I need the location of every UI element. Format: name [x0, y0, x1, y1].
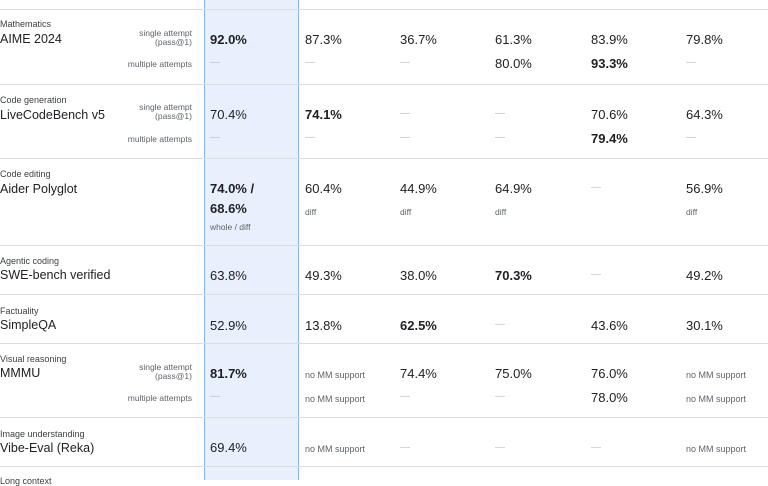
- benchmark-name: MMMU: [0, 366, 41, 380]
- table-row-agentic-coding: Agentic coding SWE-bench verified 63.8% …: [0, 245, 768, 294]
- cell-value: 74.0% /: [210, 181, 255, 196]
- cell-no-mm-support: no MM support: [305, 444, 366, 454]
- cell-dash: —: [495, 108, 505, 119]
- cell-value: 80.0%: [495, 56, 532, 71]
- row-label-multiple-attempts: multiple attempts: [127, 59, 192, 69]
- category-label: Factuality: [0, 306, 39, 316]
- cell-dash: —: [305, 132, 315, 143]
- cell-dash: —: [686, 132, 696, 143]
- cell-value: 70.6%: [591, 107, 628, 122]
- benchmark-name: Vibe-Eval (Reka): [0, 441, 95, 455]
- cell-value: 43.6%: [591, 318, 628, 333]
- cell-value: 79.4%: [591, 131, 628, 146]
- cell-no-mm-support: no MM support: [686, 370, 747, 380]
- cell-no-mm-support: no MM support: [686, 394, 747, 404]
- cell-value: 93.3%: [591, 56, 628, 71]
- cell-value: 30.1%: [686, 318, 723, 333]
- cell-value: 92.0%: [210, 32, 247, 47]
- cell-note: diff: [305, 207, 317, 217]
- cell-dash: —: [400, 57, 410, 68]
- benchmark-name: SWE-bench verified: [0, 268, 111, 282]
- table-row-image-understanding: Image understanding Vibe-Eval (Reka) 69.…: [0, 417, 768, 466]
- category-label: Code generation: [0, 95, 67, 105]
- highlighted-model-column: [204, 0, 299, 480]
- cell-dash: —: [495, 319, 505, 330]
- cell-dash: —: [686, 57, 696, 68]
- row-label-single-attempt: single attempt (pass@1): [139, 102, 192, 121]
- cell-note: diff: [495, 207, 507, 217]
- cell-note: diff: [686, 207, 698, 217]
- benchmark-name: AIME 2024: [0, 32, 62, 46]
- cell-value: 70.4%: [210, 107, 247, 122]
- cell-dash: —: [400, 108, 410, 119]
- row-label-multiple-attempts: multiple attempts: [127, 134, 192, 144]
- category-label: Agentic coding: [0, 256, 60, 266]
- category-label: Long context: [0, 476, 52, 486]
- table-row-code-editing: Code editing Aider Polyglot 74.0% / 68.6…: [0, 158, 768, 245]
- cell-dash: —: [210, 57, 220, 68]
- cell-value: 83.9%: [591, 32, 628, 47]
- cell-dash: —: [591, 442, 601, 453]
- row-label-single-attempt: single attempt (pass@1): [139, 28, 192, 47]
- cell-dash: —: [495, 442, 505, 453]
- cell-dash: —: [400, 442, 410, 453]
- benchmark-name: Aider Polyglot: [0, 182, 78, 196]
- benchmark-name: LiveCodeBench v5: [0, 108, 105, 122]
- cell-dash: —: [210, 132, 220, 143]
- cell-value: 78.0%: [591, 390, 628, 405]
- cell-dash: —: [305, 57, 315, 68]
- cell-no-mm-support: no MM support: [305, 394, 366, 404]
- cell-dash: —: [400, 132, 410, 143]
- cell-value: 44.9%: [400, 181, 437, 196]
- cell-dash: —: [591, 269, 601, 280]
- cell-value: 56.9%: [686, 181, 723, 196]
- cell-value: 49.2%: [686, 268, 723, 283]
- benchmark-name: SimpleQA: [0, 318, 57, 332]
- row-label-single-attempt: single attempt (pass@1): [139, 362, 192, 381]
- cell-value: 52.9%: [210, 318, 247, 333]
- cell-note: diff: [400, 207, 412, 217]
- cell-value: 63.8%: [210, 268, 247, 283]
- cell-value: 69.4%: [210, 440, 247, 455]
- row-label-multiple-attempts: multiple attempts: [127, 393, 192, 403]
- table-row-factuality: Factuality SimpleQA 52.9% 13.8% 62.5% — …: [0, 294, 768, 343]
- cell-value: 68.6%: [210, 201, 247, 216]
- cell-value: 13.8%: [305, 318, 342, 333]
- cell-no-mm-support: no MM support: [305, 370, 366, 380]
- cell-value: 75.0%: [495, 366, 532, 381]
- category-label: Code editing: [0, 169, 51, 179]
- cell-dash: —: [400, 391, 410, 402]
- cell-value: 38.0%: [400, 268, 437, 283]
- cell-dash: —: [210, 391, 220, 402]
- cell-value: 87.3%: [305, 32, 342, 47]
- cell-value: 62.5%: [400, 318, 437, 333]
- table-row-long-context: Long context: [0, 466, 768, 486]
- cell-value: 79.8%: [686, 32, 723, 47]
- cell-value: 36.7%: [400, 32, 437, 47]
- category-label: Visual reasoning: [0, 354, 67, 364]
- table-row-code-generation: Code generation LiveCodeBench v5 single …: [0, 84, 768, 158]
- category-label: Mathematics: [0, 19, 52, 29]
- cell-value: 74.1%: [305, 107, 342, 122]
- cell-value: 64.3%: [686, 107, 723, 122]
- cell-value: 61.3%: [495, 32, 532, 47]
- category-label: Image understanding: [0, 429, 85, 439]
- cell-dash: —: [591, 182, 601, 193]
- cell-value: 49.3%: [305, 268, 342, 283]
- cell-value: 70.3%: [495, 268, 532, 283]
- cell-dash: —: [495, 391, 505, 402]
- cell-dash: —: [495, 132, 505, 143]
- table-row-mathematics: Mathematics AIME 2024 single attempt (pas…: [0, 9, 768, 84]
- cell-note: whole / diff: [210, 222, 251, 232]
- cell-value: 76.0%: [591, 366, 628, 381]
- cell-value: 81.7%: [210, 366, 247, 381]
- cell-value: 64.9%: [495, 181, 532, 196]
- table-row-visual-reasoning: Visual reasoning MMMU single attempt (pas…: [0, 343, 768, 417]
- cell-value: 74.4%: [400, 366, 437, 381]
- cell-no-mm-support: no MM support: [686, 444, 747, 454]
- cell-value: 60.4%: [305, 181, 342, 196]
